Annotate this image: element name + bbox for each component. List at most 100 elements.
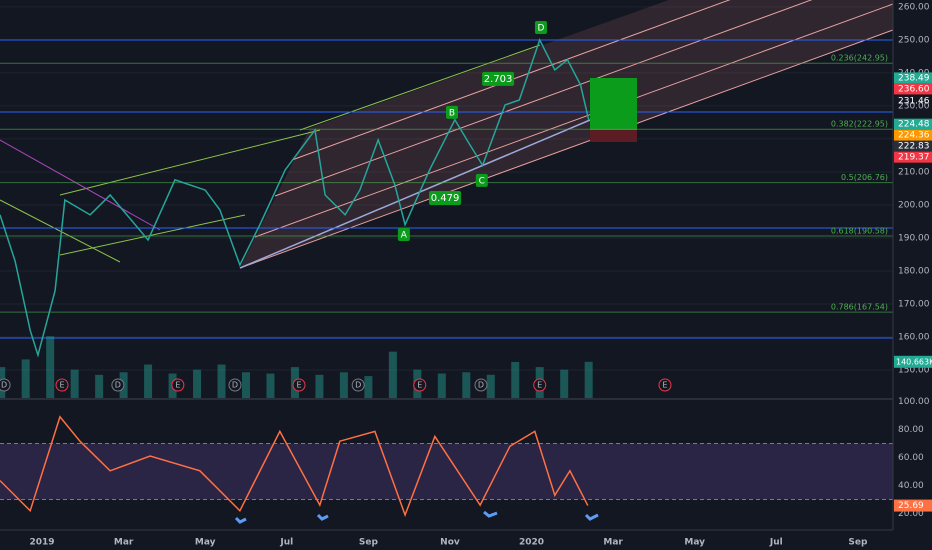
volume-bar [21, 359, 30, 398]
target-zone [590, 78, 637, 130]
event-label: E [662, 381, 667, 390]
event-marker [658, 378, 672, 392]
rsi-tick-label: 20.00 [898, 509, 924, 519]
trend-line [0, 139, 161, 231]
check [234, 516, 247, 524]
fib-label: 0.618(190.58) [831, 227, 888, 236]
x-tick-label: 2020 [519, 538, 544, 548]
y-tick-label: 210.00 [898, 167, 930, 177]
event-marker [351, 378, 365, 392]
rsi-tick-label: 100.00 [898, 397, 930, 407]
stop-zone [590, 130, 637, 142]
price-badge [894, 72, 932, 84]
price-label: 219.37 [898, 153, 930, 163]
price-line [0, 37, 590, 358]
price-badge [894, 118, 932, 130]
event-marker [413, 378, 427, 392]
ratio-box [429, 191, 462, 206]
y-tick-label: 150.00 [898, 365, 930, 375]
x-tick-label: Jul [769, 538, 783, 548]
point-label: D [537, 24, 544, 34]
trend-line [59, 214, 246, 256]
x-tick-label: May [684, 538, 705, 548]
volume-bar [46, 336, 55, 398]
trend-line [59, 129, 321, 196]
y-tick-label: 170.00 [898, 299, 930, 309]
rsi-badge [894, 499, 932, 512]
price-badge [894, 151, 932, 163]
ratio-label: 0.479 [431, 193, 460, 204]
y-tick-label: 250.00 [898, 35, 930, 45]
event-label: E [175, 381, 180, 390]
volume-bar [437, 373, 446, 398]
price-label: 222.83 [898, 142, 930, 152]
channel-line [274, 0, 813, 197]
ratio-label: 2.703 [484, 74, 513, 85]
volume-bar [217, 364, 226, 398]
rsi-tick-label: 40.00 [898, 481, 924, 491]
event-marker [171, 378, 185, 392]
x-tick-label: Jul [279, 538, 293, 548]
point-marker [446, 105, 459, 119]
point-marker [397, 227, 410, 241]
event-label: D [478, 381, 484, 390]
x-tick-label: Mar [114, 538, 134, 548]
volume-bar [560, 369, 569, 398]
trend-line [299, 44, 541, 131]
rsi-line [0, 415, 589, 518]
divergence-marks [234, 510, 599, 524]
price-badge [894, 140, 932, 152]
trend-line [239, 119, 591, 269]
volume-bar [364, 376, 373, 398]
event-marker [533, 378, 547, 392]
volume-bar [241, 372, 250, 398]
event-label: D [232, 381, 238, 390]
point-marker [534, 21, 547, 35]
price-label: 224.36 [898, 131, 930, 141]
volume-bar [266, 373, 275, 398]
volume-badge [894, 355, 932, 368]
event-label: D [115, 381, 121, 390]
y-tick-label: 160.00 [898, 332, 930, 342]
rsi-tick-label: 80.00 [898, 425, 924, 435]
event-marker [55, 378, 69, 392]
volume-bar [95, 374, 104, 398]
fib-label: 0.786(167.54) [831, 303, 888, 312]
event-label: D [1, 381, 7, 390]
event-label: E [417, 381, 422, 390]
check [316, 513, 329, 521]
volume-bar [462, 372, 471, 398]
event-label: E [59, 381, 64, 390]
point-label: A [401, 230, 408, 240]
drawings [0, 0, 894, 339]
y-tick-label: 190.00 [898, 233, 930, 243]
price-label: 238.49 [898, 73, 930, 83]
point-marker [475, 173, 488, 187]
x-tick-label: Sep [848, 538, 868, 548]
rsi-tick-label: 60.00 [898, 453, 924, 463]
price-badge [894, 129, 932, 141]
ratio-box [482, 71, 515, 86]
rsi-last-label: 25.69 [898, 501, 924, 511]
rsi-band [0, 443, 893, 500]
volume-bar [486, 374, 495, 398]
x-tick-label: Nov [440, 538, 460, 548]
price-label: 224.48 [898, 120, 930, 130]
event-label: E [296, 381, 301, 390]
volume-label: 140.663K [896, 357, 932, 366]
trend-line [0, 199, 121, 263]
channel-line [254, 3, 894, 238]
fib-label: 0.236(242.95) [831, 54, 888, 63]
price-label: 236.60 [898, 84, 930, 94]
x-tick-label: May [195, 538, 216, 548]
y-tick-label: 200.00 [898, 200, 930, 210]
price-label: 231.46 [898, 97, 930, 107]
event-marker [0, 378, 11, 392]
fib-label: 0.382(222.95) [831, 120, 888, 129]
price-badge [894, 83, 932, 95]
pane-separator [0, 398, 893, 400]
point-label: B [449, 108, 455, 118]
volume-bar [315, 374, 324, 398]
x-tick-label: 2019 [29, 538, 54, 548]
